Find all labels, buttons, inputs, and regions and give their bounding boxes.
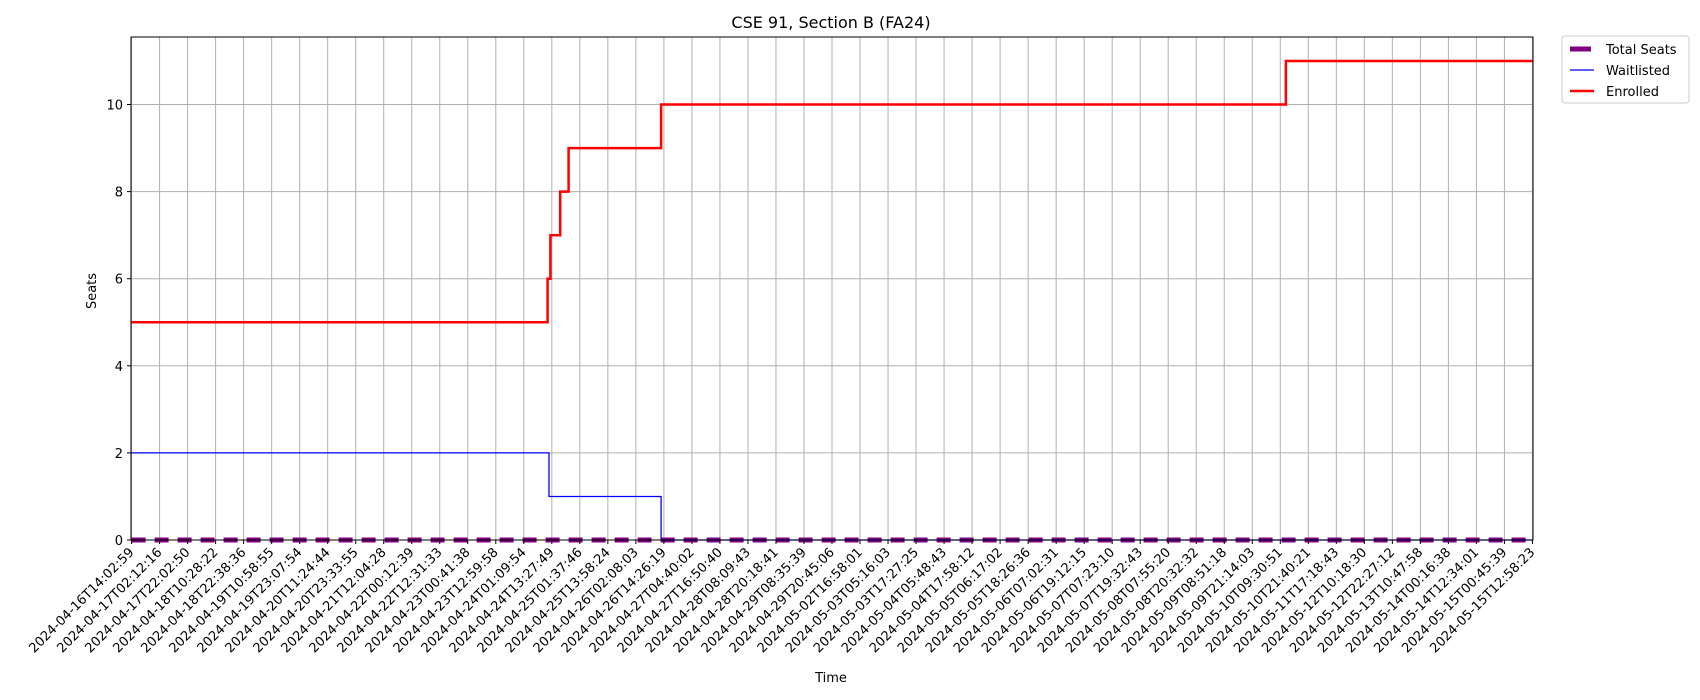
y-tick-label: 0: [115, 534, 123, 549]
series-line-enrolled: [131, 59, 1533, 324]
grid-lines: [131, 37, 1533, 541]
y-axis-label: Seats: [85, 273, 100, 309]
legend-label-total-seats: Total Seats: [1605, 43, 1677, 58]
x-axis: 2024-04-16T14:02:592024-04-17T02:12:1620…: [26, 540, 1538, 656]
legend-box: [1561, 35, 1690, 104]
chart-title: CSE 91, Section B (FA24): [731, 13, 930, 32]
y-axis: 0 2 4 6 8 10: [106, 99, 131, 549]
x-axis-label: Time: [814, 671, 847, 686]
legend-label-waitlisted: Waitlisted: [1606, 64, 1670, 79]
legend-label-enrolled: Enrolled: [1606, 85, 1659, 100]
legend: Total Seats Waitlisted Enrolled: [1561, 35, 1690, 104]
y-tick-label: 8: [115, 186, 123, 201]
y-tick-label: 10: [106, 99, 123, 114]
y-tick-label: 6: [115, 273, 123, 288]
y-tick-label: 2: [115, 447, 123, 462]
y-tick-label: 4: [115, 360, 123, 375]
